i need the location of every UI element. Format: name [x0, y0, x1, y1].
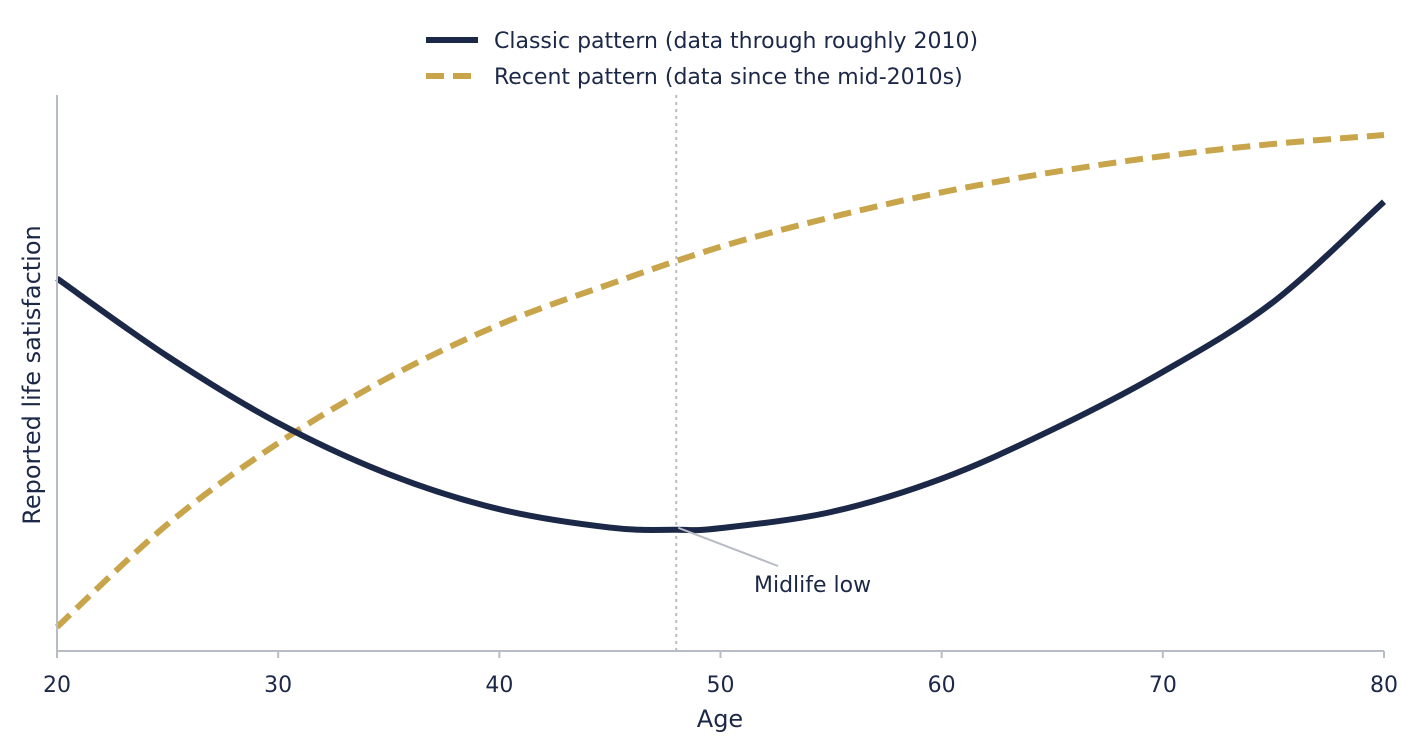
x-axis-title: Age [697, 705, 743, 733]
axes: 20 30 40 50 60 70 80 Age Reported life satisfa… [18, 95, 1398, 733]
x-tick-label: 30 [264, 673, 292, 698]
series-line-classic [55, 199, 1387, 534]
x-tick-label: 80 [1370, 673, 1398, 698]
x-tick-label: 50 [707, 673, 735, 698]
x-tick-label: 70 [1149, 673, 1177, 698]
plot-area: Midlife low [54, 95, 1387, 651]
x-tick-label: 60 [928, 673, 956, 698]
annotation-midlife-low: Midlife low [754, 573, 871, 598]
series-line-recent [54, 132, 1385, 630]
legend: Classic pattern (data through roughly 20… [426, 29, 978, 90]
annotation-leader-line [677, 526, 779, 567]
legend-label-classic: Classic pattern (data through roughly 20… [494, 29, 978, 54]
series-layer [54, 132, 1387, 630]
x-ticks: 20 30 40 50 60 70 80 [43, 651, 1398, 698]
legend-label-recent: Recent pattern (data since the mid-2010s… [494, 65, 963, 90]
x-tick-label: 20 [43, 673, 71, 698]
x-tick-label: 40 [485, 673, 513, 698]
y-axis-title: Reported life satisfaction [18, 225, 46, 524]
